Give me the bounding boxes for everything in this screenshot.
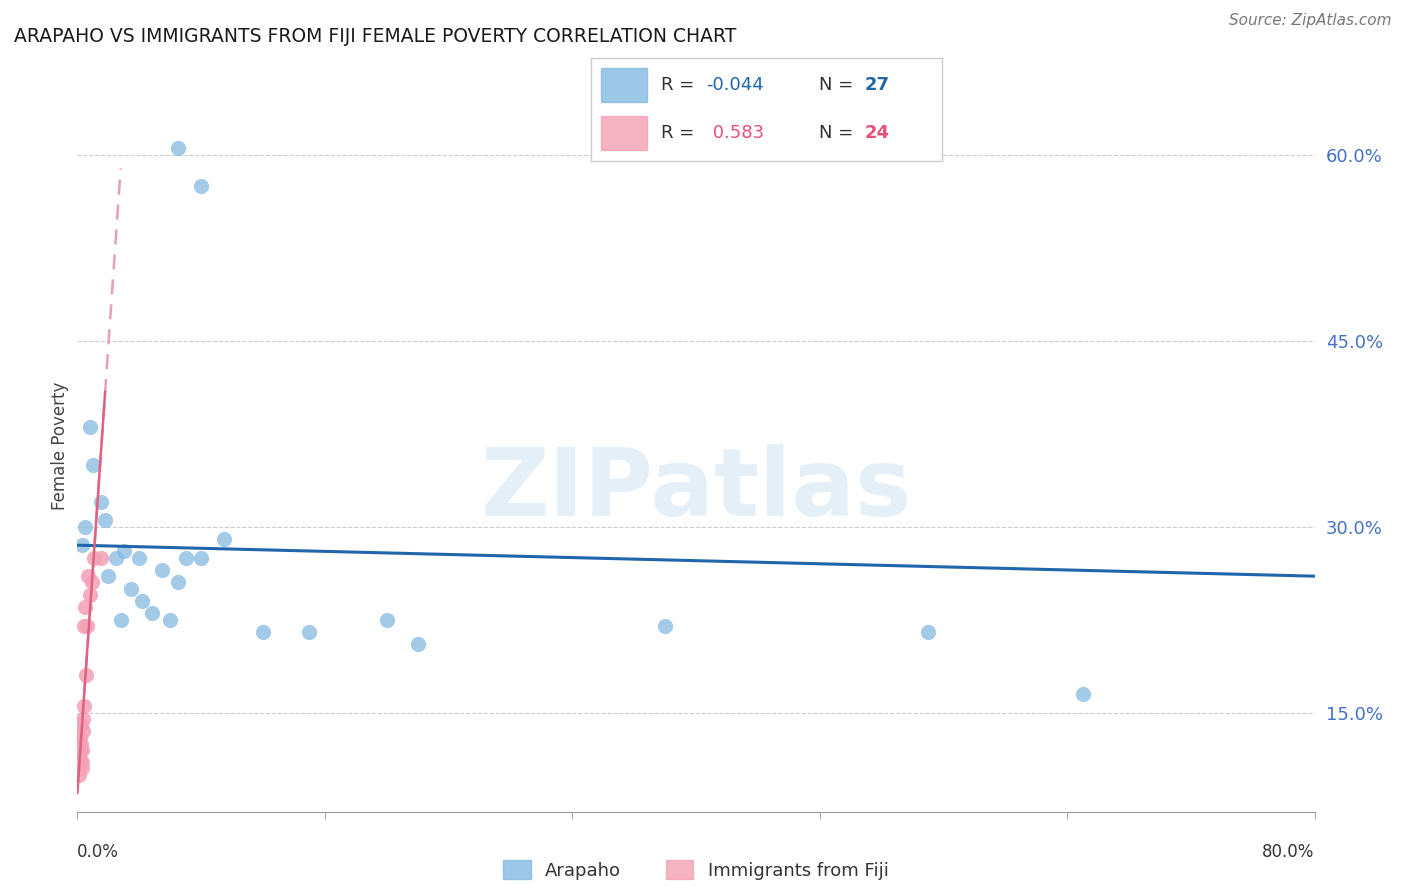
Bar bbox=[602, 117, 647, 150]
Point bbox=[141, 607, 163, 621]
Point bbox=[72, 724, 94, 739]
Point bbox=[152, 563, 174, 577]
Point bbox=[69, 743, 91, 757]
Point bbox=[75, 668, 97, 682]
Point bbox=[73, 699, 96, 714]
Point bbox=[75, 519, 96, 533]
Point bbox=[90, 550, 111, 565]
Point bbox=[70, 761, 93, 775]
Point bbox=[94, 513, 117, 527]
Text: 24: 24 bbox=[865, 124, 890, 142]
Point bbox=[69, 731, 91, 745]
Point bbox=[174, 550, 197, 565]
Point bbox=[70, 737, 93, 751]
Bar bbox=[602, 69, 647, 102]
Text: -0.044: -0.044 bbox=[707, 76, 765, 94]
Point bbox=[1071, 687, 1094, 701]
Point bbox=[72, 743, 94, 757]
Point bbox=[159, 613, 181, 627]
Point bbox=[252, 624, 274, 639]
Point bbox=[80, 575, 103, 590]
Point bbox=[75, 600, 96, 615]
Y-axis label: Female Poverty: Female Poverty bbox=[51, 382, 69, 510]
Point bbox=[82, 458, 104, 472]
Point bbox=[110, 613, 132, 627]
Point bbox=[167, 141, 190, 155]
Text: ARAPAHO VS IMMIGRANTS FROM FIJI FEMALE POVERTY CORRELATION CHART: ARAPAHO VS IMMIGRANTS FROM FIJI FEMALE P… bbox=[14, 27, 737, 45]
Point bbox=[128, 550, 150, 565]
Point bbox=[97, 569, 120, 583]
Point bbox=[72, 712, 94, 726]
Text: 0.0%: 0.0% bbox=[77, 843, 120, 861]
Text: R =: R = bbox=[661, 76, 700, 94]
Point bbox=[83, 550, 105, 565]
Point bbox=[90, 495, 111, 509]
Point bbox=[69, 718, 91, 732]
Point bbox=[131, 594, 153, 608]
Point bbox=[73, 619, 96, 633]
Point bbox=[190, 550, 212, 565]
Point bbox=[167, 575, 190, 590]
Point bbox=[69, 755, 91, 769]
Text: 27: 27 bbox=[865, 76, 890, 94]
Text: 80.0%: 80.0% bbox=[1263, 843, 1315, 861]
Text: Source: ZipAtlas.com: Source: ZipAtlas.com bbox=[1229, 13, 1392, 29]
Point bbox=[70, 538, 93, 552]
Point bbox=[654, 619, 676, 633]
Point bbox=[79, 588, 101, 602]
Text: R =: R = bbox=[661, 124, 700, 142]
Point bbox=[67, 767, 90, 781]
Point bbox=[67, 761, 90, 775]
Point bbox=[214, 532, 236, 546]
Point bbox=[112, 544, 135, 558]
Point bbox=[917, 624, 939, 639]
Point bbox=[76, 619, 98, 633]
Point bbox=[190, 178, 212, 193]
Point bbox=[67, 748, 90, 763]
Point bbox=[70, 755, 93, 769]
Point bbox=[406, 637, 429, 651]
Point bbox=[121, 582, 143, 596]
Point bbox=[77, 569, 100, 583]
Text: ZIPatlas: ZIPatlas bbox=[481, 444, 911, 536]
Text: 0.583: 0.583 bbox=[707, 124, 763, 142]
Point bbox=[298, 624, 321, 639]
Point bbox=[67, 737, 90, 751]
Point bbox=[79, 420, 101, 434]
Text: N =: N = bbox=[818, 124, 859, 142]
Point bbox=[105, 550, 127, 565]
Point bbox=[375, 613, 398, 627]
Text: N =: N = bbox=[818, 76, 859, 94]
Legend: Arapaho, Immigrants from Fiji: Arapaho, Immigrants from Fiji bbox=[496, 853, 896, 887]
